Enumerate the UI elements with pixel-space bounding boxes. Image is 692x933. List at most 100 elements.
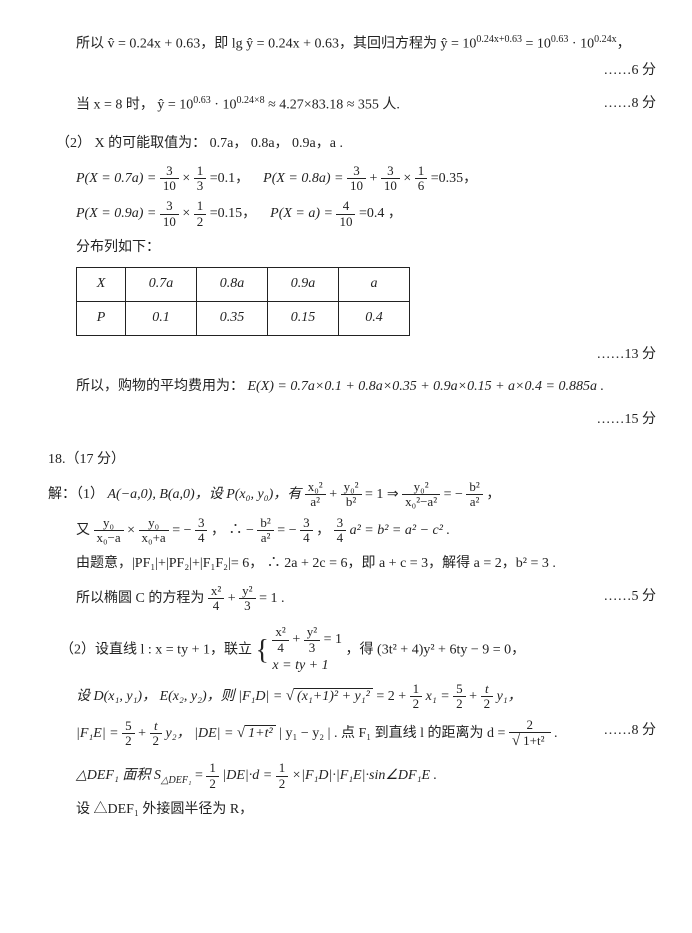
q18b-head: （2）设直线 l : x = ty + 1，联立 { x²4 + y²3 = 1… [60,625,656,676]
text: 所以，购物的平均费用为： [76,379,244,394]
text: 当 x = 8 时， ŷ = 10 [76,98,193,113]
text: = 1 . [259,591,284,606]
fraction: 410 [336,199,355,229]
text: 设 D(x₁, y₁)， E(x₂, y₂)，则 |F₁D| = [76,689,282,704]
score-badge: ……8 分 [604,91,657,118]
text: =0.1， [210,171,249,186]
fraction: x₀²a² [305,480,326,510]
line-prob-2: P(X = 0.9a) = 310 × 12 =0.15， P(X = a) =… [76,199,656,229]
table-row: X 0.7a 0.8a 0.9a a [77,268,410,302]
text: 由题意，|PF₁|+|PF₂|+|F₁F₂|= 6， ∴ 2a + 2c = 6… [76,556,556,571]
text: + [292,632,300,647]
fraction: 34 [195,516,208,546]
text: ， [617,37,631,52]
text: = 2 + [376,689,406,704]
table-cell: 0.1 [126,302,197,336]
text: x = ty + 1 [272,658,328,673]
fraction: y²3 [239,584,255,614]
text: = [195,768,203,783]
line-regression: 所以 v̂ = 0.24x + 0.63，即 lg ŷ = 0.24x + 0.… [76,30,656,58]
q18-4: 所以椭圆 C 的方程为 x²4 + y²3 = 1 . ……5 分 [76,584,656,614]
text: A(−a,0), B(a,0)，设 P(x₀, y₀)，有 [108,487,302,502]
text: = 10 [522,37,551,52]
fraction: 12 [410,682,423,712]
text: = 1 ⇒ [365,487,399,502]
text: x₁ = [426,689,450,704]
text: × [182,206,190,221]
text: P(X = 0.9a) = [76,206,156,221]
q18b-7: △DEF₁ 面积 S△DEF₁ = 12 |DE|·d = 12 ×|F₁D|·… [76,761,656,791]
text: + [329,487,337,502]
fraction: 34 [334,516,347,546]
text: y₂， |DE| = [166,726,234,741]
score-badge: ……13 分 [597,342,657,369]
text: P(X = a) = [270,206,333,221]
table-cell: 0.35 [197,302,268,336]
fraction: x²4 [272,625,288,655]
text: + [369,171,377,186]
line-expectation: 所以，购物的平均费用为： E(X) = 0.7a×0.1 + 0.8a×0.35… [76,374,656,401]
exp: 0.24x [594,34,617,45]
fraction: t2 [150,719,163,749]
sqrt-icon: √ [237,725,245,741]
fraction: 310 [347,164,366,194]
text: + [469,689,477,704]
text: 设 △DEF₁ 外接圆半径为 R， [76,802,253,817]
fraction: t2 [481,682,494,712]
text: = 1 [324,632,342,647]
text: P(X = 0.8a) = [263,171,343,186]
fraction: y₀²b² [341,480,362,510]
text: ， [486,487,500,502]
text: E(X) = 0.7a×0.1 + 0.8a×0.35 + 0.9a×0.15 … [248,379,604,394]
text: ， [316,523,330,538]
fraction: 13 [194,164,207,194]
table-cell: 0.9a [268,268,339,302]
text: =0.35， [431,171,477,186]
fraction: 12 [276,761,289,791]
table-cell: a [339,268,410,302]
text: ， ∴ − [211,523,254,538]
dist-label: 分布列如下： [76,235,656,262]
text: × [403,171,411,186]
text: + [228,591,236,606]
text: ×|F₁D|·|F₁E|·sin∠DF₁E . [292,768,437,783]
q18-1: 解：（1） A(−a,0), B(a,0)，设 P(x₀, y₀)，有 x₀²a… [48,480,656,510]
sqrt-icon: √ [286,688,294,704]
line-x-values: （2） X 的可能取值为： 0.7a， 0.8a， 0.9a，a . [56,131,656,158]
q18b-6: |F₁E| = 52 + t2 y₂， |DE| = √1+t² | y₁ − … [76,718,656,750]
fraction: 52 [453,682,466,712]
table-cell: X [77,268,126,302]
sqrt-body: (x₁+1)² + y₁² [294,688,373,704]
text: · 10 [211,98,237,113]
exp: 0.63 [193,95,211,106]
line-x8: 当 x = 8 时， ŷ = 100.63 · 100.24×8 ≈ 4.27×… [76,91,656,119]
exp: 0.24×8 [236,95,264,106]
q18b-8: 设 △DEF₁ 外接圆半径为 R， [76,797,656,824]
score-badge: ……6 分 [604,58,657,85]
q18b-5: 设 D(x₁, y₁)， E(x₂, y₂)，则 |F₁D| = √(x₁+1)… [76,682,656,712]
fraction: y₀²x₀²−a² [402,480,440,510]
text: P(X = 0.7a) = [76,171,156,186]
table-cell: 0.7a [126,268,197,302]
table-cell: 0.8a [197,268,268,302]
text: 所以 v̂ = 0.24x + 0.63，即 lg ŷ = 0.24x + 0.… [76,37,476,52]
fraction: 34 [300,516,313,546]
text: 所以椭圆 C 的方程为 [76,591,204,606]
q18-2: 又 y₀x₀−a × y₀x₀+a = − 34 ， ∴ − b²a² = − … [76,516,656,546]
fraction: 310 [160,164,179,194]
fraction: y₀x₀−a [94,516,124,546]
text: ≈ 4.27×83.18 ≈ 355 人. [265,98,400,113]
score-badge: ……5 分 [604,584,657,611]
text: y₁， [497,689,522,704]
table-cell: 0.15 [268,302,339,336]
text: = − [277,523,296,538]
table-row: P 0.1 0.35 0.15 0.4 [77,302,410,336]
score-badge: ……8 分 [604,718,657,745]
score-badge: ……15 分 [597,407,657,434]
text: （2） X 的可能取值为： 0.7a， 0.8a， 0.9a，a . [56,136,343,151]
fraction: b²a² [466,480,482,510]
exp: 0.24x+0.63 [476,34,522,45]
text: | y₁ − y₂ | . 点 F₁ 到直线 l 的距离为 d = [279,726,505,741]
fraction: 12 [206,761,219,791]
line-prob-1: P(X = 0.7a) = 310 × 13 =0.1， P(X = 0.8a)… [76,164,656,194]
